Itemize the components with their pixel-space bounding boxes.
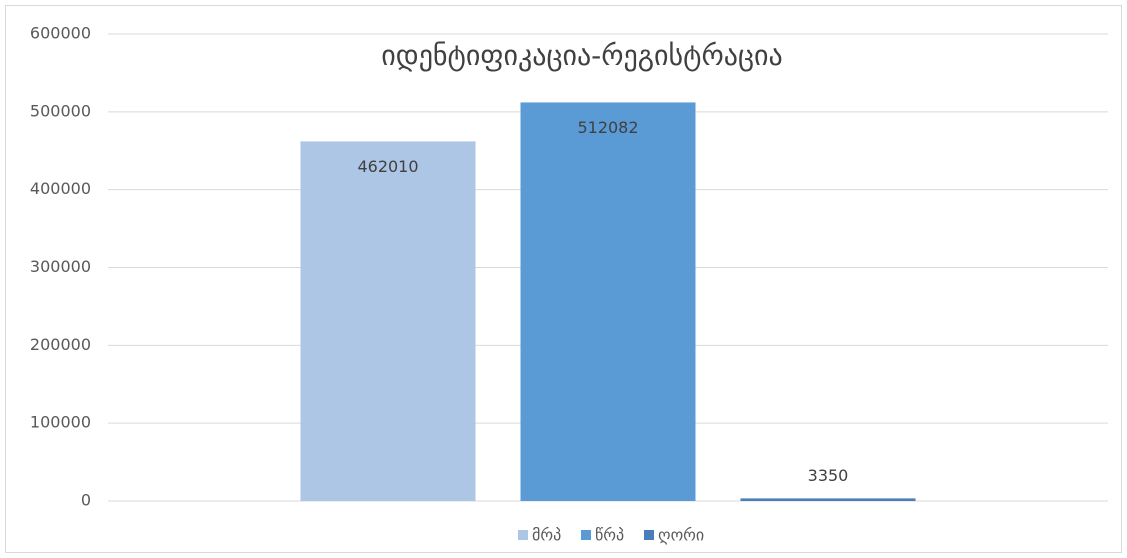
chart-title: იდენტიფიკაცია-რეგისტრაცია [381,39,782,72]
data-label: 462010 [357,157,418,176]
legend-swatch [644,530,654,540]
y-tick-label: 600000 [30,24,91,43]
legend-label: წრპ [595,526,624,545]
legend-swatch [518,530,528,540]
y-tick-label: 300000 [30,257,91,276]
bar [520,102,696,502]
bar [300,141,476,501]
bar [740,498,916,501]
data-label: 512082 [577,118,638,137]
y-tick-label: 100000 [30,413,91,432]
legend-swatch [581,530,591,540]
legend-label: ღორი [658,526,704,545]
y-tick-label: 0 [81,491,91,510]
data-label: 3350 [808,466,849,485]
y-tick-label: 400000 [30,179,91,198]
y-tick-label: 500000 [30,101,91,120]
y-tick-label: 200000 [30,335,91,354]
legend-label: მრპ [532,526,561,545]
